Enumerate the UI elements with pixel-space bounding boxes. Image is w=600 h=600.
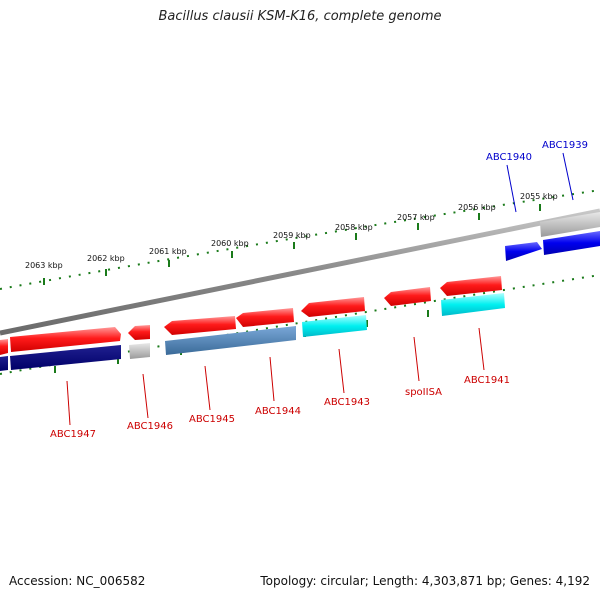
gene-label-ABC1946[interactable]: ABC1946 [127, 421, 173, 432]
tick-label: 2056 kbp [458, 203, 496, 212]
kbp-tick-labels: 2063 kbp 2062 kbp 2061 kbp 2060 kbp 2059… [25, 192, 558, 270]
outer-major-ticks [43, 204, 541, 285]
cds-ABC1940[interactable] [505, 242, 542, 261]
gene-label-ABC1943[interactable]: ABC1943 [324, 397, 370, 408]
hit-ABC1941[interactable] [441, 293, 505, 316]
cds-ABC1941[interactable] [440, 276, 502, 296]
gene-label-ABC1945[interactable]: ABC1945 [189, 414, 235, 425]
cds-ABC1947-left[interactable] [0, 339, 8, 355]
hit-ABC1947-left[interactable] [0, 356, 8, 371]
cds-ABC1943[interactable] [301, 297, 365, 317]
hit-ABC1947[interactable] [10, 345, 121, 370]
forward-hit-track [0, 293, 505, 371]
tick-label: 2063 kbp [25, 261, 63, 270]
tick-label: 2061 kbp [149, 247, 187, 256]
cds-ABC1939[interactable] [543, 231, 600, 255]
reverse-hit-track [540, 212, 600, 237]
gene-label-spoIISA[interactable]: spoIISA [405, 387, 442, 398]
genome-title: Bacillus clausii KSM-K16, complete genom… [158, 9, 442, 24]
tick-label: 2058 kbp [335, 223, 373, 232]
forward-cds-track [0, 276, 502, 355]
accession-text: Accession: NC_006582 [9, 574, 146, 588]
cds-ABC1947[interactable] [10, 327, 121, 352]
gene-label-ABC1941[interactable]: ABC1941 [464, 375, 510, 386]
hit-ABC1943[interactable] [302, 315, 367, 337]
hit-ABC1946[interactable] [129, 343, 150, 359]
cds-spoIISA[interactable] [384, 287, 431, 306]
tick-label: 2060 kbp [211, 239, 249, 248]
genome-backbone [0, 208, 600, 336]
gene-label-ABC1944[interactable]: ABC1944 [255, 406, 301, 417]
genome-summary-text: Topology: circular; Length: 4,303,871 bp… [260, 574, 590, 588]
gene-label-ABC1939[interactable]: ABC1939 [542, 140, 588, 151]
tick-label: 2055 kbp [520, 192, 558, 201]
hit-ABC1939[interactable] [540, 212, 600, 237]
tick-label: 2059 kbp [273, 231, 311, 240]
tick-label: 2062 kbp [87, 254, 125, 263]
hit-ABC1945-1944[interactable] [165, 326, 296, 355]
gene-label-ABC1947[interactable]: ABC1947 [50, 429, 96, 440]
gene-labels: ABC1947 ABC1946 ABC1945 ABC1944 ABC1943 … [50, 140, 588, 440]
label-leader-lines [66, 152, 574, 426]
cds-ABC1945[interactable] [164, 316, 236, 335]
cds-ABC1944[interactable] [236, 308, 294, 327]
cds-ABC1946[interactable] [128, 325, 150, 340]
tick-label: 2057 kbp [397, 213, 435, 222]
reverse-cds-track [505, 231, 600, 261]
gene-label-ABC1940[interactable]: ABC1940 [486, 152, 532, 163]
